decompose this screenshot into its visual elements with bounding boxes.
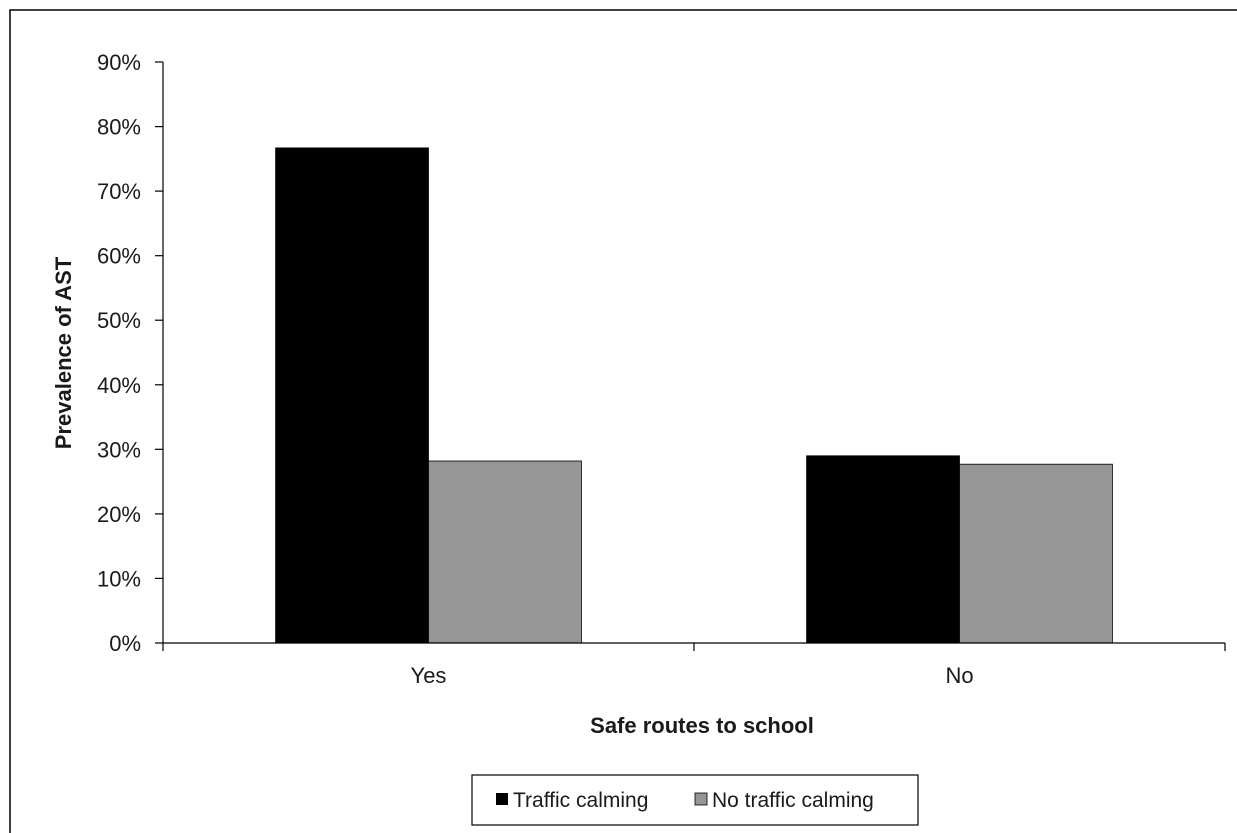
x-axis-title: Safe routes to school (590, 713, 814, 738)
y-tick-label: 20% (97, 502, 141, 527)
y-tick-label: 50% (97, 308, 141, 333)
bar-yes-no-traffic-calming (428, 460, 582, 644)
chart-border (9, 9, 1237, 833)
legend-label-no-traffic-calming: No traffic calming (712, 789, 874, 812)
y-tick-label: 10% (97, 566, 141, 591)
bar-no-traffic-calming (806, 455, 960, 644)
legend-label-traffic-calming: Traffic calming (513, 789, 648, 812)
legend: Traffic calming No traffic calming (471, 774, 919, 826)
y-tick-label: 30% (97, 437, 141, 462)
y-tick-label: 60% (97, 244, 141, 269)
legend-swatch-traffic-calming (496, 793, 508, 805)
y-tick-label: 40% (97, 373, 141, 398)
legend-swatch-no-traffic-calming (694, 792, 708, 806)
bar-yes-traffic-calming (275, 147, 429, 644)
y-tick-label: 80% (97, 115, 141, 140)
x-tick-label: Yes (411, 663, 447, 688)
y-tick-label: 0% (109, 631, 141, 656)
bar-no-no-traffic-calming (959, 463, 1113, 644)
y-axis-title: Prevalence of AST (51, 256, 76, 449)
y-tick-label: 90% (97, 50, 141, 75)
y-tick-label: 70% (97, 179, 141, 204)
x-tick-label: No (945, 663, 973, 688)
